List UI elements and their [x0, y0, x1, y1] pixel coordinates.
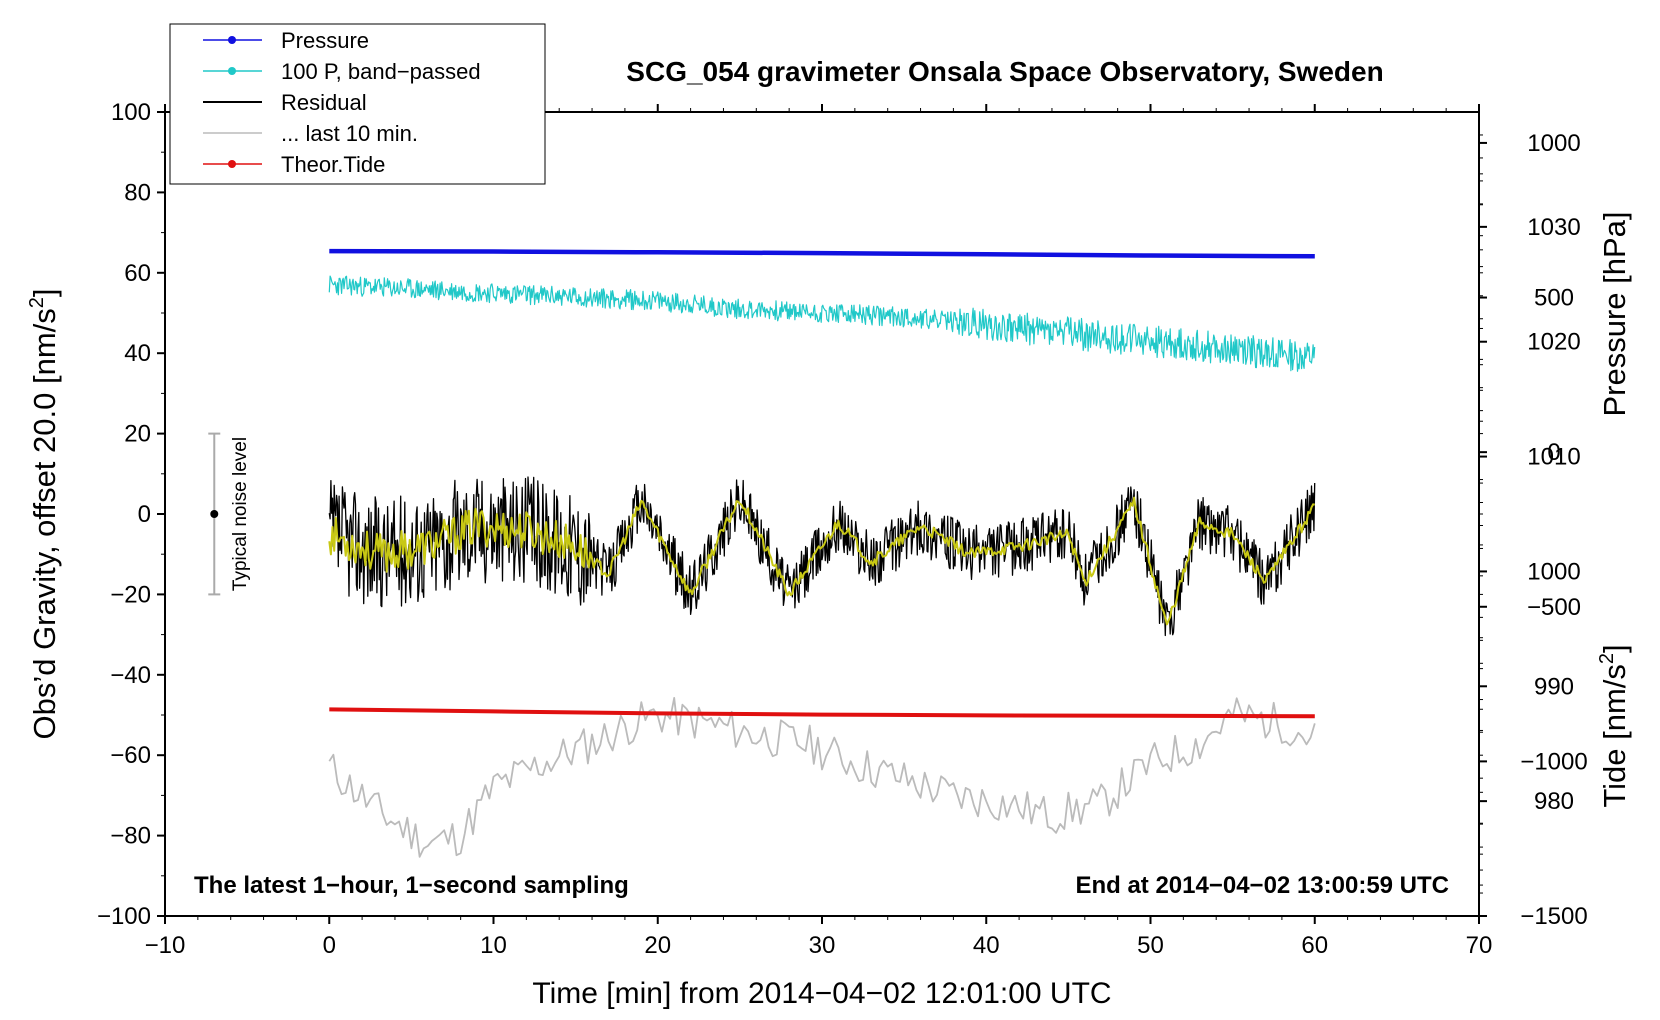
series-theor-tide: [329, 707, 1315, 719]
tide-axis-title-main: Tide [nm/s: [1597, 664, 1632, 808]
x-tick-label: 70: [1466, 932, 1493, 959]
pressure-tick-label: 1000: [1527, 558, 1580, 585]
x-tick-label: 30: [809, 932, 836, 959]
pressure-axis-ticks: 980 990 1000 1010 1020 1030: [1479, 134, 1581, 894]
y-tick-label: −80: [110, 823, 151, 850]
pressure-tick-label: 990: [1534, 673, 1574, 700]
y-tick-label: 80: [124, 179, 151, 206]
chart-title: SCG_054 gravimeter Onsala Space Observat…: [626, 56, 1383, 87]
y-tick-label: 0: [138, 501, 151, 528]
pressure-tick-label: 1030: [1527, 214, 1580, 241]
y-tick-label: −20: [110, 581, 151, 608]
x-axis-title: Time [min] from 2014−04−02 12:01:00 UTC: [532, 977, 1111, 1010]
series-last-10-min: [328, 697, 1316, 858]
noise-level-label: Typical noise level: [230, 437, 251, 591]
tide-tick-label: 1000: [1527, 130, 1580, 157]
y-tick-label: 20: [124, 421, 151, 448]
legend-marker: [228, 160, 236, 168]
x-tick-label: 60: [1301, 932, 1328, 959]
series-band-passed: [328, 275, 1316, 372]
sampling-note: The latest 1−hour, 1−second sampling: [194, 872, 629, 899]
tide-axis-title: Tide [nm/s2]: [1596, 644, 1632, 807]
tide-axis-title-sup: 2: [1596, 653, 1618, 664]
legend-label: Pressure: [281, 28, 369, 53]
tide-tick-label: −1500: [1520, 903, 1587, 930]
y-tick-label: −60: [110, 742, 151, 769]
y-axis-title-left: Obs’d Gravity, offset 20.0 [nm/s2]: [26, 288, 62, 739]
legend-marker: [228, 36, 236, 44]
legend-label: Residual: [281, 90, 367, 115]
noise-bar-center: [210, 510, 219, 518]
series-group: [208, 248, 1316, 858]
y-axis-title-left-end: ]: [27, 288, 62, 297]
y-axis-title-left-main: Obs’d Gravity, offset 20.0 [nm/s: [27, 308, 62, 739]
legend-label: Theor.Tide: [281, 152, 385, 177]
pressure-tick-label: 980: [1534, 788, 1574, 815]
x-tick-label: 0: [323, 932, 336, 959]
legend-marker: [228, 67, 236, 75]
x-tick-label: 10: [480, 932, 507, 959]
end-time-note: End at 2014−04−02 13:00:59 UTC: [1075, 872, 1449, 899]
y-tick-label: −100: [97, 903, 151, 930]
legend-box: [169, 23, 546, 185]
y-tick-label: −40: [110, 662, 151, 689]
series-residual: [328, 476, 1316, 637]
x-tick-label: −10: [145, 932, 186, 959]
tide-axis-title-end: ]: [1597, 644, 1632, 653]
series-pressure: [329, 248, 1315, 259]
series-smoothed-residual: [328, 496, 1315, 626]
y-axis-ticks: −100 −80 −60 −40 −20 0 20 40 60 80 100: [97, 99, 165, 930]
pressure-tick-label: 1020: [1527, 329, 1580, 356]
tide-tick-label: −1000: [1520, 748, 1587, 775]
legend-label: 100 P, band−passed: [281, 59, 481, 84]
y-tick-label: 60: [124, 260, 151, 287]
legend: Pressure 100 P, band−passed Residual ... la…: [169, 23, 546, 185]
x-tick-label: 40: [973, 932, 1000, 959]
tide-tick-label: 0: [1547, 439, 1560, 466]
pressure-tick-label: 1010: [1527, 444, 1580, 471]
y-tick-label: 40: [124, 340, 151, 367]
pressure-axis-title: Pressure [hPa]: [1597, 211, 1632, 416]
tide-tick-label: −500: [1527, 594, 1581, 621]
tide-axis-ticks: −1500 −1000 −500 0 500 1000: [1479, 130, 1588, 930]
tide-tick-label: 500: [1534, 285, 1574, 312]
legend-label: ... last 10 min.: [281, 121, 418, 146]
x-tick-label: 20: [644, 932, 671, 959]
x-tick-label: 50: [1137, 932, 1164, 959]
y-tick-label: 100: [111, 99, 151, 126]
y-axis-title-left-sup: 2: [26, 297, 48, 308]
